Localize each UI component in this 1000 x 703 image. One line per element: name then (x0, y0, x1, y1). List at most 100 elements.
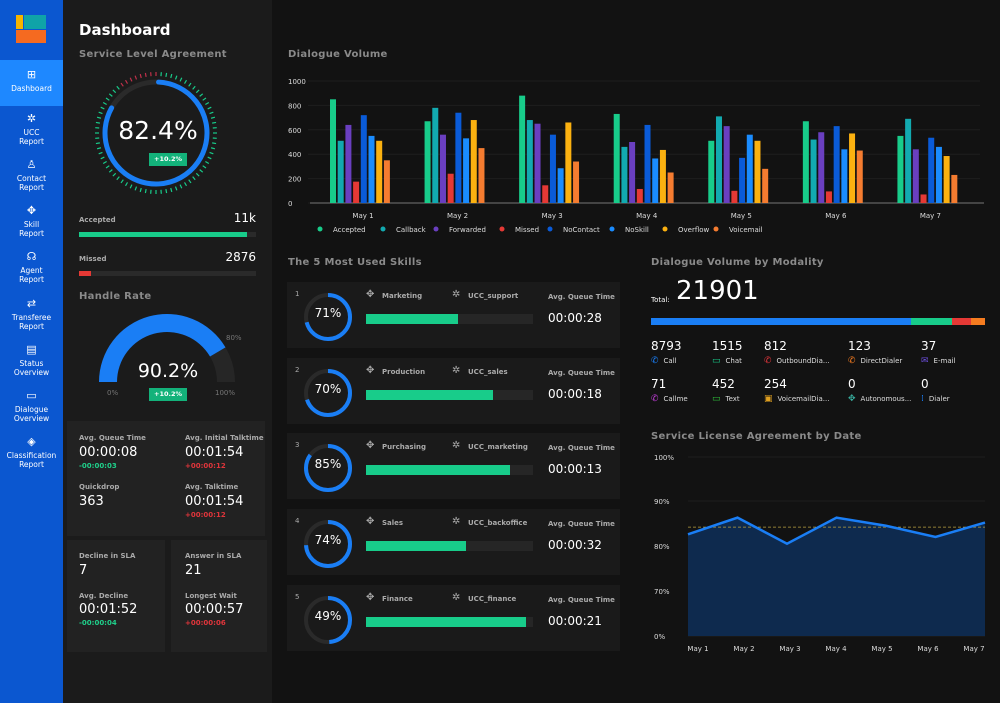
avg-queue-delta: -00:00:03 (79, 462, 117, 470)
gauge-tick (95, 121, 100, 124)
sidebar-item-classification[interactable]: ◈ Classification Report (0, 430, 63, 476)
skill-rank: 2 (295, 366, 300, 374)
sidebar-item-dashboard[interactable]: ⊞ Dashboard (0, 60, 63, 106)
legend-label: Forwarded (449, 226, 486, 234)
gauge-tick (209, 111, 214, 115)
gauge-tick (102, 101, 107, 106)
sidebar-item-label: Dashboard (11, 84, 52, 93)
modality-label: E-mail (933, 357, 956, 365)
sidebar-item-status[interactable]: ▤ Status Overview (0, 338, 63, 384)
modality-value: 8793 (651, 339, 682, 353)
x-tick-label: May 2 (733, 645, 754, 653)
sidebar-item-label-2: Report (19, 322, 44, 331)
gauge-tick (207, 106, 212, 110)
skill-bar (366, 314, 533, 324)
modality-item: 0 ⁞ Dialer (921, 377, 1000, 404)
sidebar-item-dialogue[interactable]: ▭ Dialogue Overview (0, 384, 63, 430)
gauge-tick (192, 85, 196, 90)
gauge-tick (105, 97, 110, 101)
avg-talk-label: Avg. Talktime (185, 483, 239, 491)
gauge-max-label: 100% (215, 389, 236, 397)
legend-label: Missed (515, 226, 539, 234)
skill-percent: 49% (314, 609, 342, 623)
gauge-tick (129, 77, 133, 82)
sidebar-item-label: Status (19, 359, 44, 368)
skill-ring (304, 293, 352, 341)
sidebar-item-transferee[interactable]: ⇄ Transferee Report (0, 292, 63, 338)
answer-label: Answer in SLA (185, 552, 242, 560)
ring-fill (304, 596, 352, 644)
modality-label: Autonomous... (860, 395, 912, 403)
queue-label: Avg. Queue Time (548, 596, 615, 604)
gauge-tick (212, 121, 217, 124)
bar-callback (621, 146, 628, 203)
legend-marker (609, 226, 615, 232)
dialer-icon: ⁞ (921, 394, 924, 404)
skill-icon: ✥ (366, 516, 375, 527)
queue-value: 00:00:32 (548, 538, 602, 552)
modality-value: 0 (921, 377, 929, 391)
gauge-tick (120, 82, 124, 87)
sidebar-item-agent[interactable]: ☊ Agent Report (0, 245, 63, 291)
skill-row[interactable]: 3 85% ✥ Purchasing ✲ UCC_marketing Avg. … (287, 433, 620, 499)
queue-label: Avg. Queue Time (548, 293, 615, 301)
sla-by-date-chart: 0% 70% 80% 90% 100% May 1 May 2 May 3 May 4 May 5… (654, 454, 986, 653)
skill-bar (366, 617, 533, 627)
modality-segment (651, 318, 911, 325)
ring-fill (304, 444, 352, 492)
handle-rate-value: 90.2% (137, 360, 199, 382)
sidebar-item-label: UCC (23, 128, 40, 137)
skill-ucc: UCC_finance (468, 595, 517, 603)
skill-row[interactable]: 5 49% ✥ Finance ✲ UCC_finance Avg. Queue… (287, 585, 620, 651)
missed-label: Missed (79, 255, 107, 263)
modality-value: 0 (848, 377, 856, 391)
skill-rank: 1 (295, 290, 300, 298)
network-icon: ✲ (452, 289, 461, 300)
gauge-tick (112, 172, 117, 177)
gauge-fill (99, 314, 226, 382)
bar-accepted (708, 140, 715, 203)
skill-row[interactable]: 1 71% ✥ Marketing ✲ UCC_support Avg. Que… (287, 282, 620, 348)
handle-rate-title: Handle Rate (79, 291, 152, 302)
modality-label: DirectDialer (860, 357, 903, 365)
skill-icon: ✥ (366, 440, 375, 451)
sidebar-item-ucc[interactable]: ✲ UCC Report (0, 107, 63, 153)
gauge-tick (124, 182, 129, 187)
modality-segment (951, 318, 971, 325)
skill-row[interactable]: 4 74% ✥ Sales ✲ UCC_backoffice Avg. Queu… (287, 509, 620, 575)
left-panel: Dashboard Service Level Agreement 82.4% … (63, 0, 272, 703)
sidebar-item-contact[interactable]: ♙ Contact Report (0, 153, 63, 199)
gauge-tick (199, 93, 204, 97)
longest-wait-label: Longest Wait (185, 592, 237, 600)
bar-voicemail (667, 172, 674, 203)
legend-marker (499, 226, 505, 232)
bar-callback (715, 116, 722, 203)
tag-icon: ◈ (27, 435, 36, 448)
modality-label: Call (663, 357, 677, 365)
y-tick-label: 0 (288, 200, 292, 208)
bar-overflow (849, 133, 856, 203)
y-tick-label: 70% (654, 588, 670, 596)
total-label: Total: (651, 296, 670, 304)
network-icon: ✲ (452, 516, 461, 527)
skill-name: Finance (382, 595, 413, 603)
bar-accepted (330, 99, 336, 203)
gauge-tick (129, 184, 133, 189)
avg-decline-delta: -00:00:04 (79, 619, 117, 627)
modality-label: Callme (663, 395, 688, 403)
bar-accepted (897, 135, 904, 203)
legend-label: Callback (396, 226, 427, 234)
skill-name: Production (382, 368, 426, 376)
gauge-tick (212, 142, 217, 145)
bar-noskill (746, 134, 753, 203)
gauge-tick (102, 160, 107, 165)
ring-fill (304, 520, 352, 568)
sidebar-item-skill[interactable]: ✥ Skill Report (0, 199, 63, 245)
skill-row[interactable]: 2 70% ✥ Production ✲ UCC_sales Avg. Queu… (287, 358, 620, 424)
skill-rank: 5 (295, 593, 300, 601)
gauge-tick (183, 182, 188, 187)
skill-ucc: UCC_backoffice (468, 519, 528, 527)
avg-decline-value: 00:01:52 (79, 602, 138, 617)
app-logo (16, 15, 46, 43)
avg-initial-talk-value: 00:01:54 (185, 445, 244, 460)
